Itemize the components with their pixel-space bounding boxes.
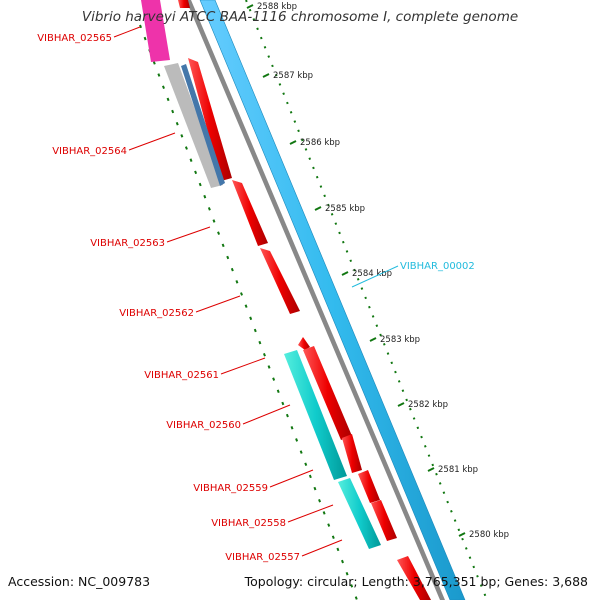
outer-tick-ring (245, 0, 488, 600)
cds-block (188, 58, 232, 181)
tick-label: 2582 kbp (408, 400, 448, 410)
cds-block (178, 0, 190, 8)
tick-label: 2581 kbp (438, 465, 478, 475)
tick-mark (262, 73, 270, 78)
pink-cds (141, 0, 170, 62)
map-title: Vibrio harveyi ATCC BAA-1116 chromosome … (82, 9, 518, 25)
tick-label: 2586 kbp (300, 138, 340, 148)
tick-label: 2583 kbp (380, 335, 420, 345)
accession-text: Accession: NC_009783 (8, 574, 150, 589)
gene-label: VIBHAR_02560 (166, 420, 241, 431)
label-connector (351, 265, 399, 288)
tick-mark (314, 206, 322, 211)
gray-cds (164, 63, 225, 188)
tick-label: 2585 kbp (325, 204, 365, 214)
label-connector (166, 226, 211, 243)
gene-label: VIBHAR_02557 (225, 552, 300, 563)
cds-block (260, 248, 300, 314)
cds-block (303, 346, 352, 440)
tick-label: 2588 kbp (257, 2, 297, 12)
contig-backbone (199, 0, 466, 600)
gene-label: VIBHAR_02563 (90, 238, 165, 249)
gene-label: VIBHAR_02564 (52, 146, 127, 157)
cds-block (358, 470, 380, 503)
gene-label: VIBHAR_00002 (400, 261, 475, 272)
reverse-cds-track (284, 350, 381, 549)
tick-label: 2587 kbp (273, 71, 313, 81)
label-connector (195, 295, 241, 313)
cds-block (298, 337, 310, 350)
cds-block (397, 556, 431, 600)
label-connector (220, 357, 266, 375)
tick-mark (369, 337, 377, 342)
tick-label: 2584 kbp (352, 269, 392, 279)
tick-label: 2580 kbp (469, 530, 509, 540)
cds-block (371, 500, 397, 541)
forward-cds-track (178, 0, 431, 600)
label-connector (128, 132, 176, 151)
cds-block (338, 478, 381, 549)
label-connector (242, 404, 291, 425)
gene-label: VIBHAR_02558 (211, 518, 286, 529)
tick-mark (397, 402, 405, 407)
tick-mark (289, 140, 297, 145)
tick-mark (341, 271, 349, 276)
gene-label: VIBHAR_02562 (119, 308, 194, 319)
cds-block (232, 180, 268, 246)
cds-block (284, 350, 347, 480)
scale-ticks: 2588 kbp 2587 kbp 2586 kbp 2585 kbp 2584 kbp… (246, 2, 509, 540)
tick-mark (458, 532, 466, 537)
label-connector (269, 469, 314, 488)
gene-label: VIBHAR_02561 (144, 370, 219, 381)
topology-text: Topology: circular; Length: 3,765,351 bp… (244, 574, 588, 589)
label-connector (287, 504, 334, 523)
gray-track (186, 0, 445, 600)
gene-labels: VIBHAR_02565 VIBHAR_02564 VIBHAR_02563 VIBH… (37, 33, 475, 563)
label-connector (301, 539, 343, 557)
tick-mark (246, 4, 254, 9)
tick-mark (427, 467, 435, 472)
gene-label: VIBHAR_02559 (193, 483, 268, 494)
cds-block (342, 434, 362, 473)
label-connectors (113, 26, 399, 557)
gene-label: VIBHAR_02565 (37, 33, 112, 44)
label-connector (113, 26, 141, 38)
